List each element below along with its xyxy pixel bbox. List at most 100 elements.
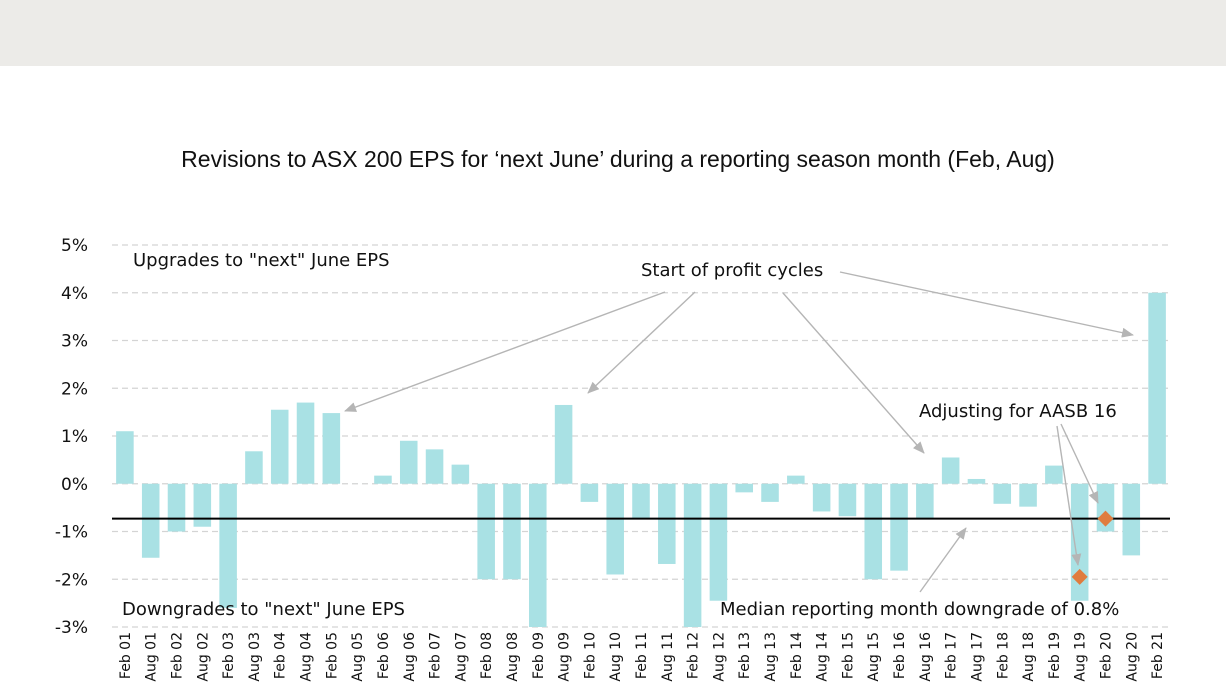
x-tick-label: Aug 16: [918, 632, 934, 682]
bar: [477, 483, 495, 580]
x-tick-label: Feb 09: [531, 632, 547, 679]
x-tick-label: Feb 15: [840, 632, 856, 679]
x-tick-label: Feb 11: [634, 632, 650, 679]
adjusted-point-marker: [1097, 510, 1114, 527]
annotation-arrow: [1056, 425, 1082, 566]
bar: [658, 483, 676, 564]
x-tick-label: Feb 16: [892, 632, 908, 679]
x-tick-label: Feb 01: [118, 632, 134, 679]
x-tick-label: Feb 03: [221, 632, 237, 679]
bar: [864, 483, 883, 580]
annotation-aasb: Adjusting for AASB 16: [919, 401, 1117, 422]
x-tick-label: Aug 14: [815, 632, 831, 682]
x-tick-label: Feb 08: [479, 632, 495, 679]
x-tick-label: Feb 14: [789, 632, 805, 679]
x-tick-label: Aug 08: [505, 632, 521, 682]
bar: [116, 431, 134, 484]
annotation-arrow: [344, 291, 666, 412]
bar: [1148, 292, 1166, 484]
bar: [529, 483, 547, 627]
bar: [374, 475, 392, 484]
x-tick-label: Feb 20: [1098, 632, 1114, 679]
annotation-median: Median reporting month downgrade of 0.8%: [720, 599, 1119, 620]
x-tick-label: Feb 06: [376, 632, 392, 679]
y-tick-label: -3%: [55, 618, 88, 638]
bar: [167, 483, 186, 532]
x-tick-label: Aug 20: [1124, 632, 1140, 682]
y-tick-label: 5%: [61, 236, 88, 256]
bar: [606, 483, 624, 575]
bar: [503, 483, 521, 580]
x-tick-label: Aug 04: [299, 632, 315, 682]
bar: [838, 483, 857, 517]
bar: [683, 483, 702, 627]
annotation-downgrades: Downgrades to "next" June EPS: [122, 599, 405, 620]
y-tick-label: -2%: [55, 570, 88, 590]
x-tick-label: Aug 09: [557, 632, 573, 682]
x-tick-label: Feb 19: [1047, 632, 1063, 679]
x-tick-label: Feb 18: [995, 632, 1011, 679]
y-tick-label: 0%: [61, 475, 88, 495]
bar: [141, 483, 160, 558]
bar: [193, 483, 212, 527]
adjusted-point-marker: [1071, 568, 1088, 585]
x-tick-label: Feb 07: [428, 632, 444, 679]
x-tick-label: Feb 12: [686, 632, 702, 679]
bar: [1045, 465, 1063, 484]
x-tick-label: Aug 13: [763, 632, 779, 682]
bar: [580, 483, 599, 502]
bar: [761, 483, 779, 502]
x-tick-label: Aug 12: [711, 632, 727, 682]
bar: [425, 449, 444, 484]
bar: [632, 483, 650, 519]
bar: [812, 483, 831, 512]
bar: [787, 475, 805, 484]
x-tick-label: Aug 11: [660, 632, 676, 682]
chart-title: Revisions to ASX 200 EPS for ‘next June’…: [181, 146, 1055, 172]
y-tick-label: -1%: [55, 523, 88, 543]
x-tick-label: Aug 06: [402, 632, 418, 682]
x-tick-label: Aug 03: [247, 632, 263, 682]
bar: [219, 483, 237, 608]
y-tick-label: 1%: [61, 427, 88, 447]
annotation-arrow: [1060, 423, 1099, 504]
x-tick-label: Aug 05: [350, 632, 366, 682]
y-tick-label: 4%: [61, 284, 88, 304]
x-tick-label: Feb 21: [1150, 632, 1166, 679]
annotation-arrow: [782, 292, 925, 454]
bar: [322, 413, 341, 484]
x-tick-label: Feb 10: [582, 632, 598, 679]
y-tick-label: 3%: [61, 332, 88, 352]
bar: [451, 464, 470, 484]
bar: [967, 478, 986, 484]
annotation-profit-cycles: Start of profit cycles: [641, 260, 823, 281]
bar: [941, 457, 960, 484]
bar: [890, 483, 908, 571]
x-tick-label: Aug 10: [608, 632, 624, 682]
bar: [735, 483, 753, 493]
bar: [1070, 483, 1089, 601]
x-tick-label: Aug 17: [969, 632, 985, 682]
bar: [270, 409, 289, 484]
x-tick-label: Aug 01: [144, 632, 160, 682]
bar: [709, 483, 728, 601]
x-tick-label: Aug 19: [1073, 632, 1089, 682]
x-tick-label: Feb 04: [273, 632, 289, 679]
x-tick-label: Aug 02: [195, 632, 211, 682]
x-tick-label: Aug 07: [453, 632, 469, 682]
x-tick-label: Aug 15: [866, 632, 882, 682]
bar: [296, 402, 315, 484]
bar: [1019, 483, 1037, 507]
x-tick-label: Feb 13: [737, 632, 753, 679]
annotation-arrow: [839, 271, 1134, 338]
x-tick-label: Aug 18: [1021, 632, 1037, 682]
annotation-arrow: [587, 291, 696, 394]
bar: [993, 483, 1012, 504]
bar: [916, 483, 934, 519]
bar: [399, 440, 418, 484]
x-tick-label: Feb 05: [324, 632, 340, 679]
bar: [554, 404, 573, 484]
x-tick-label: Feb 17: [944, 632, 960, 679]
bar: [245, 451, 263, 484]
